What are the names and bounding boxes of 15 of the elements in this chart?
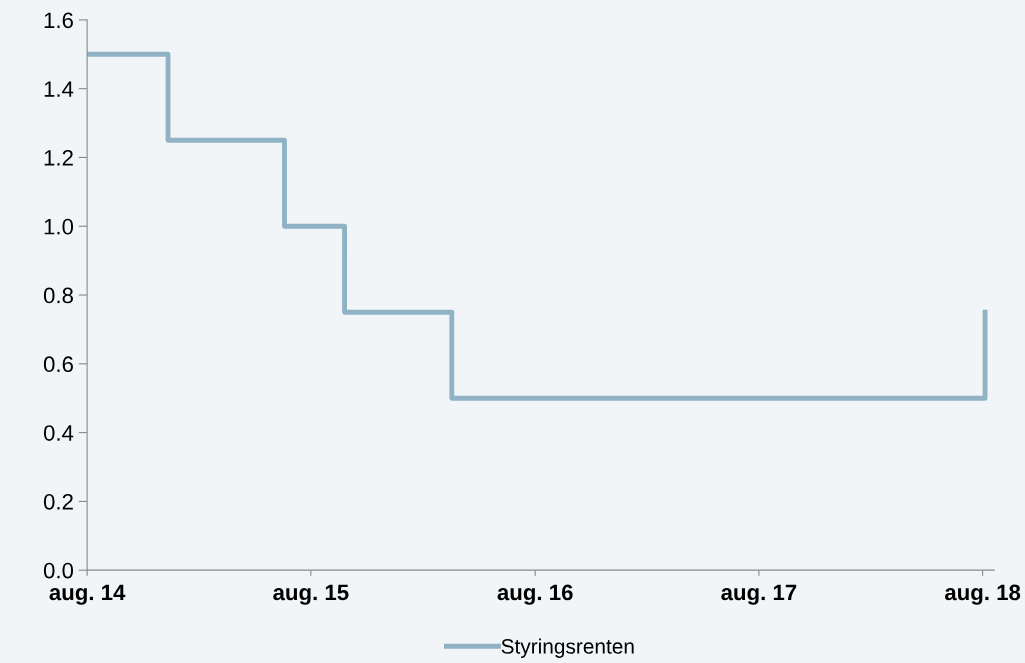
x-tick-label: aug. 18: [944, 584, 1021, 605]
x-tick-label: aug. 15: [273, 584, 349, 605]
y-tick-label: 0.4: [43, 425, 74, 441]
y-tick-label: 0.2: [43, 493, 73, 510]
y-tick-label: 0.8: [43, 287, 73, 304]
x-tick-label: aug. 17: [721, 584, 797, 605]
x-tick-label: aug. 16: [497, 584, 573, 605]
y-tick-label: 1.2: [44, 150, 73, 166]
y-tick-label: 1.6: [44, 12, 73, 29]
legend-label: Styringsrenten: [501, 638, 634, 658]
x-tick-label: aug. 14: [49, 584, 126, 605]
y-tick-label: 1.4: [44, 81, 74, 97]
y-tick-label: 1.0: [44, 218, 74, 235]
y-tick-label: 0.6: [43, 356, 73, 373]
y-tick-label: 0.0: [43, 562, 74, 579]
